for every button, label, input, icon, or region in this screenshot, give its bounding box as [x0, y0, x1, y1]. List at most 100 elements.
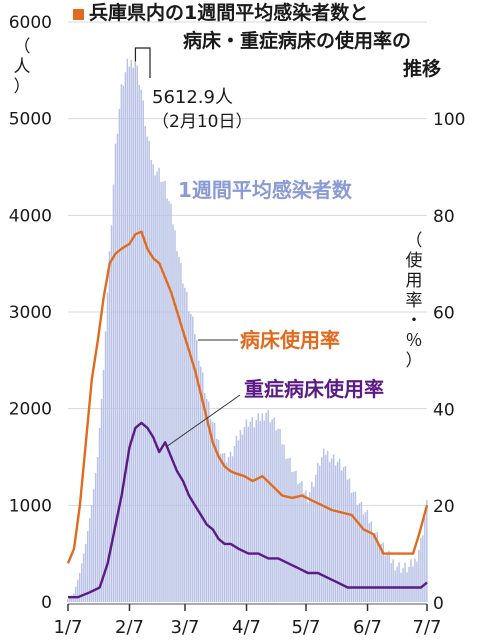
series-label-bed: 病床使用率: [240, 328, 340, 352]
bar: [237, 440, 240, 602]
bar: [180, 262, 182, 602]
bar: [160, 182, 162, 602]
bar: [414, 558, 416, 602]
bar: [320, 457, 323, 602]
right-tick-label: 40: [433, 400, 455, 420]
bar: [328, 462, 331, 602]
bar: [221, 453, 224, 602]
x-tick-label: 7/7: [413, 617, 442, 638]
bar: [80, 563, 83, 602]
x-tick-label: 5/7: [292, 617, 321, 638]
series-label-infections: 1週間平均感染者数: [178, 178, 353, 202]
bar: [368, 523, 371, 602]
bar: [259, 421, 261, 602]
bar: [154, 175, 156, 602]
bar: [213, 422, 216, 602]
bar: [140, 89, 142, 602]
bar: [106, 292, 109, 602]
bar: [392, 559, 394, 602]
bar: [372, 534, 375, 602]
bar: [142, 100, 144, 602]
bar: [225, 462, 228, 602]
bar: [364, 512, 367, 602]
bar: [211, 421, 214, 602]
right-tick-label: 80: [433, 207, 455, 227]
bar: [346, 479, 349, 602]
series-label-severe: 重症病床使用率: [244, 377, 384, 401]
bar: [120, 84, 123, 602]
chart-title-line-1: 兵庫県内の1週間平均感染者数と: [89, 2, 369, 24]
bar: [265, 412, 267, 602]
x-tick-label: 6/7: [353, 617, 382, 638]
bar: [412, 566, 414, 602]
bar: [77, 579, 79, 602]
bar: [390, 563, 392, 602]
bar: [138, 84, 140, 602]
bar: [75, 586, 77, 602]
right-unit-char: （: [406, 231, 423, 251]
bar: [366, 510, 369, 602]
bar: [253, 427, 256, 602]
bed-usage-line: [66, 230, 429, 564]
bar: [356, 504, 359, 602]
bar: [299, 482, 301, 602]
bar: [305, 490, 307, 602]
bar: [281, 444, 283, 602]
bar: [378, 545, 380, 602]
bar: [98, 428, 101, 602]
bar: [184, 287, 186, 602]
bar: [219, 454, 222, 602]
bar: [118, 109, 121, 602]
bar: [285, 458, 287, 602]
bar: [376, 531, 379, 602]
peak-callout-line: [134, 47, 151, 78]
bar: [69, 597, 71, 602]
bar: [79, 573, 81, 602]
bar: [348, 478, 351, 602]
right-unit-char: 使: [406, 250, 423, 271]
bar: [350, 492, 353, 602]
bar: [148, 140, 150, 602]
bar: [326, 451, 329, 602]
bar: [241, 434, 244, 602]
bar: [251, 417, 254, 602]
bar: [263, 420, 265, 602]
bar: [295, 470, 297, 602]
bar: [144, 125, 146, 603]
bar: [289, 457, 291, 602]
bar: [94, 473, 97, 602]
bar: [130, 59, 133, 602]
left-tick-label: 1000: [9, 496, 52, 516]
bar: [198, 360, 200, 602]
bar: [269, 422, 271, 602]
bar: [344, 466, 347, 602]
bar: [336, 461, 339, 602]
bar: [162, 181, 164, 602]
bar: [92, 489, 95, 602]
right-unit-char: 用: [406, 271, 423, 291]
bar: [207, 401, 210, 602]
bar: [88, 518, 91, 602]
bar: [168, 201, 170, 602]
bar: [307, 502, 309, 602]
bar: [386, 553, 388, 602]
bar: [420, 538, 422, 602]
bar: [311, 481, 313, 602]
bar: [352, 492, 355, 602]
bar: [190, 313, 192, 602]
bar: [100, 399, 103, 602]
bar: [223, 452, 226, 602]
bar: [156, 171, 158, 602]
bar: [158, 167, 160, 603]
bar: [215, 438, 218, 602]
bar: [124, 72, 127, 603]
bar: [209, 419, 212, 602]
bar: [402, 568, 404, 602]
bar: [122, 85, 125, 602]
chart-title-line-3: 推移: [403, 58, 442, 80]
bar: [309, 492, 311, 602]
bar: [174, 230, 176, 603]
bar: [249, 421, 252, 602]
bar: [313, 486, 315, 602]
bar: [164, 180, 166, 603]
